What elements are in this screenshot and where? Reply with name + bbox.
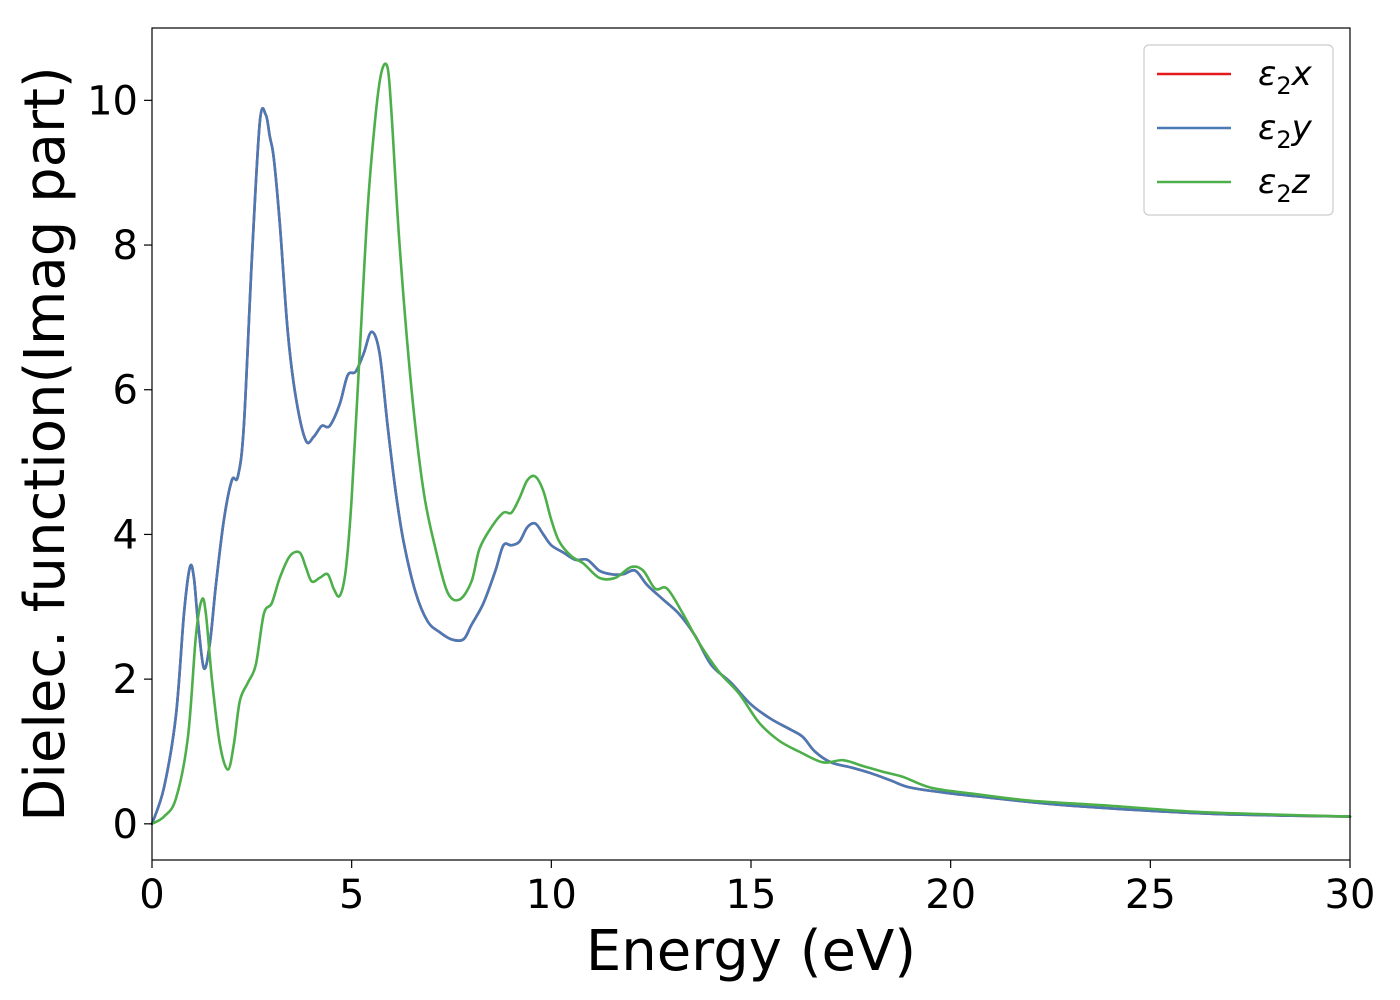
y-axis: 0 2 4 6 8 10: [87, 78, 152, 848]
x-tick-label: 5: [339, 872, 364, 918]
x-tick-label: 15: [726, 872, 777, 918]
x-tick-label: 30: [1325, 872, 1376, 918]
legend-label-y: ε2y: [1258, 108, 1313, 154]
x-tick-label: 0: [139, 872, 164, 918]
y-tick-label: 8: [113, 223, 138, 269]
x-axis-label: Energy (eV): [586, 919, 916, 984]
legend-label-x: ε2x: [1258, 54, 1313, 100]
x-tick-label: 20: [925, 872, 976, 918]
y-tick-label: 4: [113, 512, 138, 558]
series-line-y: [150, 107, 1352, 826]
series-layer: [150, 62, 1352, 826]
x-tick-label: 25: [1125, 872, 1176, 918]
y-axis-label: Dielec. function(Imag part): [13, 66, 78, 822]
series-line-z: [150, 62, 1352, 826]
y-tick-label: 6: [113, 368, 138, 414]
y-tick-label: 0: [113, 802, 138, 848]
y-tick-label: 10: [87, 78, 138, 124]
x-tick-label: 10: [526, 872, 577, 918]
x-axis: 0 5 10 15 20 25 30: [139, 860, 1375, 918]
legend-label-z: ε2z: [1258, 162, 1311, 208]
legend-frame: [1143, 44, 1334, 216]
legend: ε2x ε2y ε2z: [1143, 44, 1334, 216]
y-tick-label: 2: [113, 657, 138, 703]
